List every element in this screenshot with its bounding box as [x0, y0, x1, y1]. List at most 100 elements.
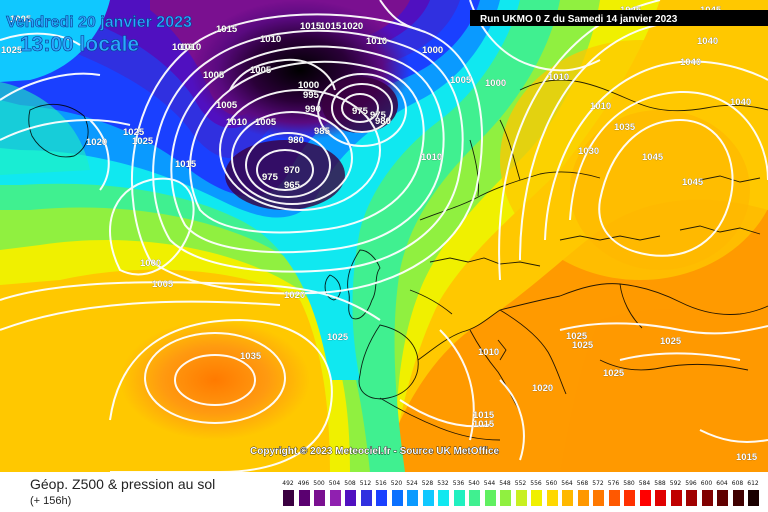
isobar-label: 1035	[614, 122, 636, 133]
isobar-label: 1020	[342, 21, 363, 32]
scale-value-label: 496	[297, 480, 310, 487]
scale-color-swatch	[686, 490, 697, 506]
isobar-label: 965	[284, 180, 301, 191]
isobar-label: 1010	[366, 36, 387, 47]
isobar-label: 1015	[736, 452, 758, 463]
scale-value-label: 528	[421, 480, 434, 487]
isobar-label: 1010	[226, 117, 247, 128]
isobar-label: 1025	[123, 127, 145, 138]
isobar-label: 985	[314, 126, 331, 137]
scale-value-label: 556	[530, 480, 542, 487]
scale-color-swatch	[593, 490, 604, 506]
scale-value-label: 520	[390, 480, 403, 487]
isobar-label: 1025	[572, 340, 594, 351]
scale-value-label: 600	[700, 480, 713, 487]
scale-color-swatch	[562, 490, 573, 506]
scale-color-swatch	[670, 490, 682, 506]
scale-color-swatch	[422, 490, 434, 506]
scale-color-swatch	[608, 490, 620, 506]
isobar-label: 1000	[140, 258, 161, 269]
isobar-label: 1015	[320, 21, 342, 32]
isobar-label: 1000	[298, 80, 319, 91]
scale-color-swatch	[577, 490, 589, 506]
valid-date-label: Vendredi 20 janvier 2023	[6, 14, 192, 31]
valid-time-label: 13:00 locale	[20, 33, 139, 56]
scale-color-swatch	[314, 490, 325, 506]
scale-color-swatch	[717, 490, 728, 506]
isobar-label: 1005	[152, 279, 174, 290]
scale-color-swatch	[376, 490, 387, 506]
isobar-label: 1005	[250, 65, 272, 76]
isobar-label: 1040	[730, 97, 751, 108]
scale-value-label: 544	[483, 480, 496, 487]
isobar-label: 975	[352, 106, 369, 117]
scale-value-label: 564	[561, 480, 573, 487]
run-info-box	[470, 10, 768, 26]
scale-value-label: 592	[669, 480, 682, 487]
isobar-label: 970	[284, 165, 300, 176]
scale-value-label: 536	[452, 480, 465, 487]
scale-value-label: 608	[731, 480, 744, 487]
scale-color-swatch	[732, 490, 744, 506]
isobar-label: 980	[288, 135, 304, 146]
isobar-label: 1025	[132, 136, 154, 147]
scale-value-label: 508	[344, 480, 356, 487]
isobar-label: 1005	[203, 70, 225, 81]
scale-color-swatch	[500, 490, 511, 506]
scale-color-swatch	[469, 490, 480, 506]
isobar-label: 1005	[255, 117, 277, 128]
isobar-label: 1010	[172, 42, 193, 53]
scale-value-label: 500	[313, 480, 325, 487]
scale-value-label: 552	[514, 480, 527, 487]
scale-color-swatch	[438, 490, 449, 506]
scale-color-swatch	[484, 490, 496, 506]
isobar-label: 1045	[682, 177, 704, 188]
scale-value-label: 492	[282, 480, 294, 487]
scale-color-swatch	[407, 490, 418, 506]
isobar-label: 1020	[532, 383, 553, 394]
isobar-label: 1010	[421, 152, 442, 163]
isobar-label: 1000	[422, 45, 443, 56]
scale-color-swatch	[360, 490, 372, 506]
isobar-label: 1015	[175, 159, 197, 170]
isobar-label: 1000	[485, 78, 506, 89]
scale-color-swatch	[515, 490, 527, 506]
scale-color-swatch	[624, 490, 635, 506]
scale-value-label: 504	[328, 480, 341, 487]
scale-color-swatch	[453, 490, 465, 506]
scale-value-label: 532	[437, 480, 449, 487]
scale-value-label: 560	[545, 480, 558, 487]
isobar-label: 1010	[548, 72, 569, 83]
scale-value-label: 512	[359, 480, 372, 487]
map-header: Vendredi 20 janvier 2023 13:00 locale Ru…	[6, 10, 768, 56]
isobar-label: 975	[262, 172, 279, 183]
legend-bar: Géop. Z500 & pression au sol (+ 156h) 49…	[0, 472, 768, 512]
scale-color-swatch	[298, 490, 310, 506]
isobars	[0, 0, 768, 472]
scale-value-label: 588	[654, 480, 666, 487]
scale-color-swatch	[283, 490, 294, 506]
isobar-label: 1005	[10, 14, 32, 25]
isobar-label: 1040	[680, 57, 701, 68]
scale-value-label: 576	[607, 480, 620, 487]
isobar-label: 1030	[578, 146, 599, 157]
scale-color-swatch	[748, 490, 759, 506]
run-info-label: Run UKMO 0 Z du Samedi 14 janvier 2023	[480, 14, 678, 25]
isobar-label: 1015	[216, 24, 238, 35]
scale-value-label: 516	[375, 480, 387, 487]
scale-color-swatch	[531, 490, 542, 506]
copyright-label: Copyright © 2023 Meteociel.fr - Source U…	[250, 446, 500, 457]
isobar-label: 1020	[86, 137, 107, 148]
scale-color-swatch	[655, 490, 666, 506]
scale-value-label: 548	[499, 480, 511, 487]
forecast-offset: (+ 156h)	[30, 495, 72, 507]
isobar-label: 995	[303, 90, 320, 101]
isobar-label: 1040	[697, 36, 718, 47]
isobar-label: 1025	[1, 45, 23, 56]
scale-value-label: 584	[638, 480, 651, 487]
scale-color-swatch	[639, 490, 651, 506]
isobar-label: 975	[370, 110, 387, 121]
